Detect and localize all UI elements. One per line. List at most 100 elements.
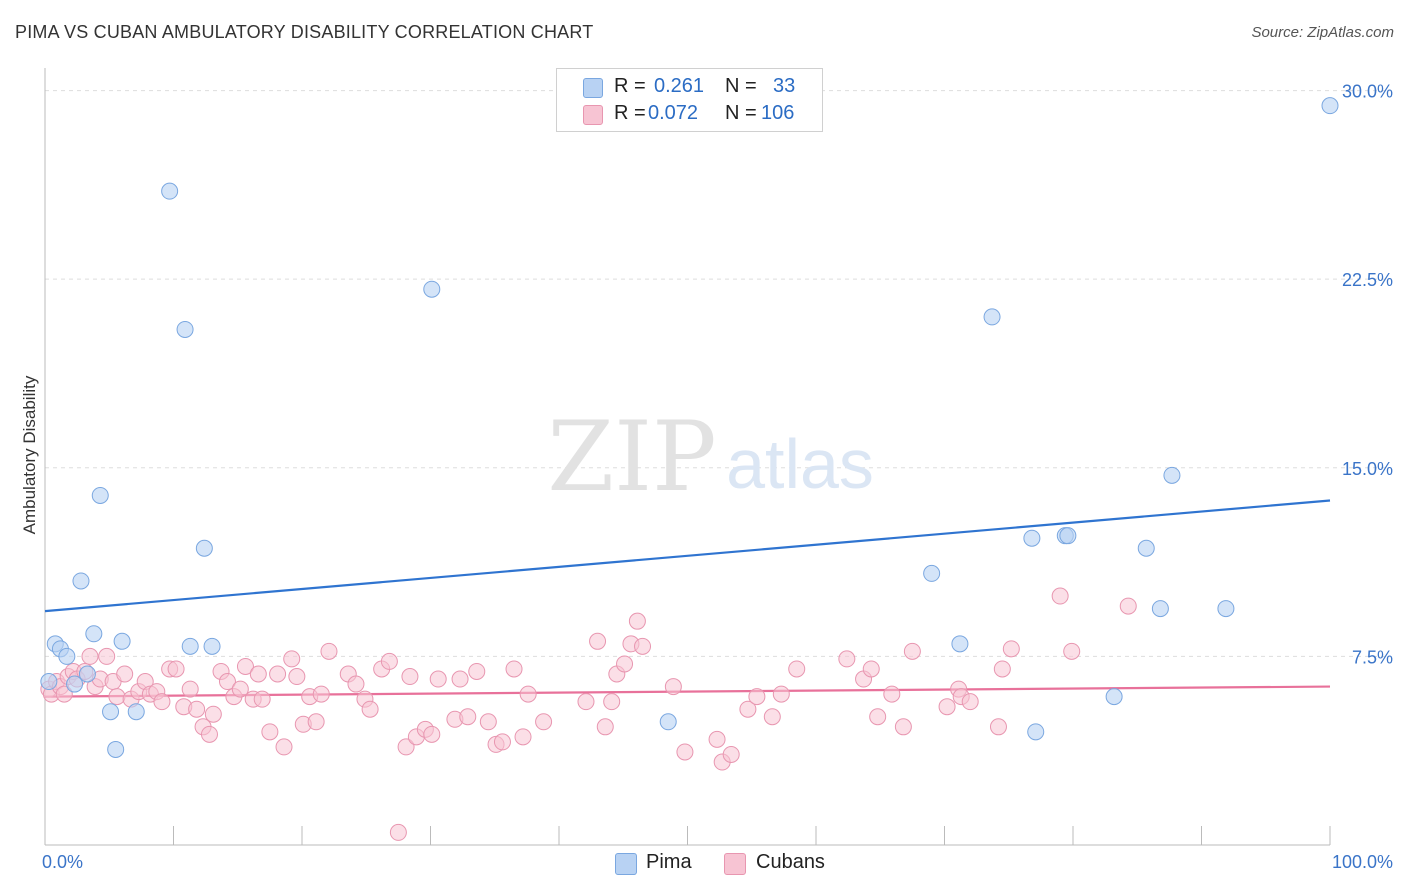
pima-point <box>127 703 145 721</box>
cubans-point <box>283 650 301 668</box>
cubans-point <box>116 665 134 683</box>
cubans-point <box>628 612 646 630</box>
cubans-point <box>748 688 766 706</box>
pima-point <box>78 665 96 683</box>
pima-swatch <box>583 78 603 98</box>
cubans-point <box>479 713 497 731</box>
cubans-point <box>459 708 477 726</box>
x-tick-label: 100.0% <box>1332 852 1393 872</box>
cubans-point <box>307 713 325 731</box>
pima-point <box>1105 688 1123 706</box>
pima-points <box>40 97 1339 758</box>
cubans-point <box>596 718 614 736</box>
cubans-point <box>249 665 267 683</box>
cubans-point <box>98 647 116 665</box>
cubans-point <box>961 693 979 711</box>
cubans-point <box>664 678 682 696</box>
cubans-point <box>535 713 553 731</box>
legend-pima-label: Pima <box>646 851 692 873</box>
y-tick-label: 15.0% <box>1342 459 1393 479</box>
cubans-point <box>389 823 407 841</box>
cubans-point <box>468 662 486 680</box>
cubans-point <box>423 725 441 743</box>
cubans-point <box>261 723 279 741</box>
cubans-point <box>108 688 126 706</box>
cubans-point <box>236 657 254 675</box>
r-label: R = <box>614 75 646 97</box>
pima-point <box>113 632 131 650</box>
cubans-n-value: 106 <box>761 102 795 124</box>
cubans-point <box>722 745 740 763</box>
pima-point <box>181 637 199 655</box>
cubans-point <box>167 660 185 678</box>
pima-point <box>1023 529 1041 547</box>
n-label: N = <box>725 102 757 124</box>
y-tick-label: 7.5% <box>1352 647 1393 667</box>
cubans-point <box>519 685 537 703</box>
cubans-point <box>288 668 306 686</box>
cubans-point <box>676 743 694 761</box>
cubans-point <box>1002 640 1020 658</box>
pima-trend-line <box>44 499 1331 613</box>
cubans-point <box>788 660 806 678</box>
pima-r-value: 0.261 <box>654 75 705 97</box>
cubans-point <box>253 690 271 708</box>
pima-point <box>72 572 90 590</box>
cubans-point <box>772 685 790 703</box>
chart-title: PIMA VS CUBAN AMBULATORY DISABILITY CORR… <box>15 22 594 42</box>
pima-point <box>203 637 221 655</box>
pima-point <box>659 713 677 731</box>
n-label: N = <box>725 75 757 97</box>
pima-point <box>176 320 194 338</box>
pima-point <box>85 625 103 643</box>
cubans-point <box>989 718 1007 736</box>
y-tick-label: 30.0% <box>1342 82 1393 102</box>
cubans-point <box>451 670 469 688</box>
cubans-point <box>429 670 447 688</box>
watermark-atlas: atlas <box>726 425 874 503</box>
cubans-point <box>514 728 532 746</box>
pima-point <box>1137 539 1155 557</box>
cubans-point <box>204 705 222 723</box>
cubans-swatch <box>583 105 603 125</box>
cubans-point <box>883 685 901 703</box>
pima-point <box>1217 600 1235 618</box>
cubans-point <box>708 730 726 748</box>
x-tick-label: 0.0% <box>42 852 83 872</box>
legend-cubans-swatch <box>724 853 746 875</box>
cubans-point <box>361 700 379 718</box>
cubans-point <box>838 650 856 668</box>
legend-cubans-label: Cubans <box>756 851 825 873</box>
cubans-point <box>181 680 199 698</box>
y-axis-label: Ambulatory Disability <box>20 375 39 534</box>
cubans-point <box>862 660 880 678</box>
legend-pima-swatch <box>615 853 637 875</box>
cubans-point <box>869 708 887 726</box>
cubans-r-value: 0.072 <box>648 102 699 124</box>
cubans-point <box>589 632 607 650</box>
pima-point <box>58 647 76 665</box>
cubans-point <box>1051 587 1069 605</box>
correlation-legend: R = 0.261 N = 33 R = 0.072 N = 106 <box>556 68 823 132</box>
legend-row-pima: R = 0.261 N = 33 <box>557 73 822 101</box>
cubans-point <box>401 668 419 686</box>
legend-row-cubans: R = 0.072 N = 106 <box>557 100 822 128</box>
cubans-point <box>1063 642 1081 660</box>
cubans-point <box>275 738 293 756</box>
cubans-point <box>55 685 73 703</box>
cubans-point <box>938 698 956 716</box>
cubans-point <box>739 700 757 718</box>
cubans-points <box>40 587 1137 841</box>
pima-point <box>1059 527 1077 545</box>
cubans-point <box>320 642 338 660</box>
cubans-point <box>1119 597 1137 615</box>
pima-point <box>1027 723 1045 741</box>
y-tick-label: 22.5% <box>1342 270 1393 290</box>
source-label: Source: ZipAtlas.com <box>1251 24 1394 41</box>
cubans-point <box>616 655 634 673</box>
cubans-point <box>603 693 621 711</box>
cubans-point <box>81 647 99 665</box>
cubans-point <box>397 738 415 756</box>
cubans-point <box>269 665 287 683</box>
